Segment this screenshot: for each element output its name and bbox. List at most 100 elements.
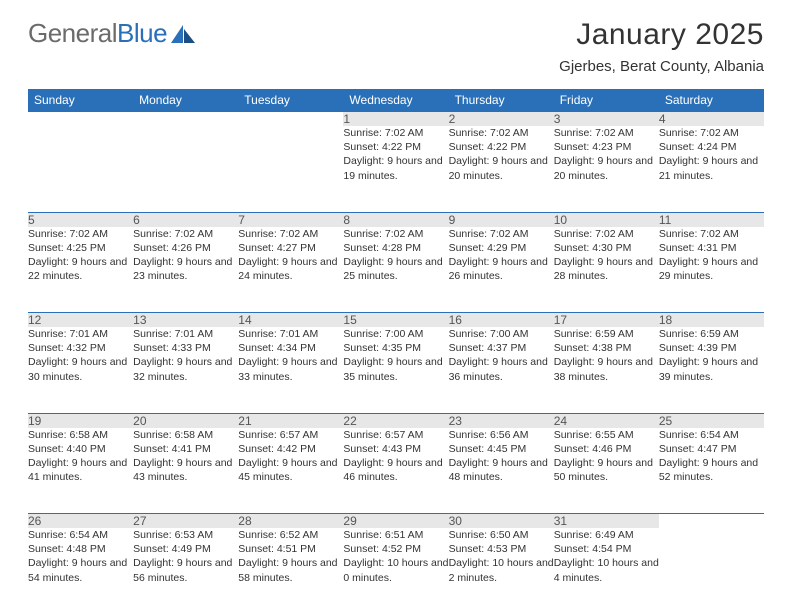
daynum-6: 6	[133, 212, 238, 227]
day-15-data: Sunrise: 7:00 AMSunset: 4:35 PMDaylight:…	[343, 327, 448, 413]
daylight-label: Daylight:	[133, 256, 177, 268]
sunset-value: 4:42 PM	[277, 443, 316, 455]
daynum-16: 16	[449, 313, 554, 328]
day-28-data: Sunrise: 6:52 AMSunset: 4:51 PMDaylight:…	[238, 528, 343, 614]
daynum-20: 20	[133, 413, 238, 428]
sunrise-value: 7:01 AM	[69, 328, 108, 340]
sunset-value: 4:22 PM	[487, 141, 526, 153]
daylight-label: Daylight:	[449, 155, 493, 167]
daynum-11: 11	[659, 212, 764, 227]
sunrise-label: Sunrise:	[133, 328, 174, 340]
sunset-label: Sunset:	[133, 342, 172, 354]
sunset-label: Sunset:	[133, 543, 172, 555]
sunset-label: Sunset:	[133, 242, 172, 254]
day-25-data: Sunrise: 6:54 AMSunset: 4:47 PMDaylight:…	[659, 428, 764, 514]
weekday-friday: Friday	[554, 89, 659, 112]
day-16-data: Sunrise: 7:00 AMSunset: 4:37 PMDaylight:…	[449, 327, 554, 413]
sunrise-label: Sunrise:	[133, 228, 174, 240]
daylight-label: Daylight:	[238, 557, 282, 569]
sunrise-value: 6:59 AM	[700, 328, 739, 340]
sunrise-value: 6:55 AM	[595, 429, 634, 441]
empty-cell	[133, 126, 238, 212]
week-2-daynums: 12131415161718	[28, 313, 764, 328]
daylight-label: Daylight:	[343, 457, 387, 469]
daynum-4: 4	[659, 112, 764, 127]
empty-cell	[659, 528, 764, 614]
sunset-label: Sunset:	[133, 443, 172, 455]
sunrise-label: Sunrise:	[449, 529, 490, 541]
day-2-data: Sunrise: 7:02 AMSunset: 4:22 PMDaylight:…	[449, 126, 554, 212]
daynum-21: 21	[238, 413, 343, 428]
daylight-label: Daylight:	[554, 155, 598, 167]
sunset-value: 4:52 PM	[382, 543, 421, 555]
daynum-14: 14	[238, 313, 343, 328]
empty-cell	[133, 112, 238, 127]
daynum-31: 31	[554, 514, 659, 529]
daylight-label: Daylight:	[343, 256, 387, 268]
sunrise-label: Sunrise:	[449, 127, 490, 139]
sunrise-value: 7:02 AM	[595, 228, 634, 240]
sunrise-value: 6:58 AM	[69, 429, 108, 441]
sunrise-label: Sunrise:	[449, 228, 490, 240]
sunset-label: Sunset:	[449, 342, 488, 354]
sunset-label: Sunset:	[659, 443, 698, 455]
daynum-28: 28	[238, 514, 343, 529]
sunset-value: 4:34 PM	[277, 342, 316, 354]
daylight-label: Daylight:	[133, 457, 177, 469]
sunset-label: Sunset:	[449, 543, 488, 555]
day-30-data: Sunrise: 6:50 AMSunset: 4:53 PMDaylight:…	[449, 528, 554, 614]
sunset-value: 4:29 PM	[487, 242, 526, 254]
sunset-label: Sunset:	[343, 242, 382, 254]
sunrise-label: Sunrise:	[133, 429, 174, 441]
sunrise-value: 7:02 AM	[595, 127, 634, 139]
brand-text: GeneralBlue	[28, 18, 167, 49]
week-2-data: Sunrise: 7:01 AMSunset: 4:32 PMDaylight:…	[28, 327, 764, 413]
sunset-value: 4:28 PM	[382, 242, 421, 254]
day-8-data: Sunrise: 7:02 AMSunset: 4:28 PMDaylight:…	[343, 227, 448, 313]
sunrise-label: Sunrise:	[238, 429, 279, 441]
sunset-value: 4:49 PM	[172, 543, 211, 555]
sunrise-label: Sunrise:	[554, 529, 595, 541]
weekday-monday: Monday	[133, 89, 238, 112]
sunset-value: 4:33 PM	[172, 342, 211, 354]
sunrise-label: Sunrise:	[343, 429, 384, 441]
sunrise-value: 7:02 AM	[490, 127, 529, 139]
daynum-5: 5	[28, 212, 133, 227]
sunset-value: 4:22 PM	[382, 141, 421, 153]
daynum-10: 10	[554, 212, 659, 227]
day-19-data: Sunrise: 6:58 AMSunset: 4:40 PMDaylight:…	[28, 428, 133, 514]
sunrise-value: 6:50 AM	[490, 529, 529, 541]
sunrise-label: Sunrise:	[449, 429, 490, 441]
sunrise-label: Sunrise:	[449, 328, 490, 340]
sunrise-label: Sunrise:	[238, 228, 279, 240]
day-21-data: Sunrise: 6:57 AMSunset: 4:42 PMDaylight:…	[238, 428, 343, 514]
daylight-label: Daylight:	[28, 557, 72, 569]
sunrise-value: 7:02 AM	[69, 228, 108, 240]
sunset-value: 4:45 PM	[487, 443, 526, 455]
daylight-label: Daylight:	[28, 356, 72, 368]
daynum-3: 3	[554, 112, 659, 127]
sunset-value: 4:37 PM	[487, 342, 526, 354]
daynum-27: 27	[133, 514, 238, 529]
day-10-data: Sunrise: 7:02 AMSunset: 4:30 PMDaylight:…	[554, 227, 659, 313]
week-3-daynums: 19202122232425	[28, 413, 764, 428]
daynum-24: 24	[554, 413, 659, 428]
sunrise-value: 7:02 AM	[385, 228, 424, 240]
sunrise-value: 7:02 AM	[280, 228, 319, 240]
sunrise-value: 6:59 AM	[595, 328, 634, 340]
day-17-data: Sunrise: 6:59 AMSunset: 4:38 PMDaylight:…	[554, 327, 659, 413]
daylight-label: Daylight:	[449, 356, 493, 368]
sunset-label: Sunset:	[659, 242, 698, 254]
sunrise-value: 6:51 AM	[385, 529, 424, 541]
sunrise-value: 6:57 AM	[280, 429, 319, 441]
sunset-label: Sunset:	[28, 342, 67, 354]
sunset-label: Sunset:	[238, 342, 277, 354]
month-title: January 2025	[559, 18, 764, 52]
sunrise-value: 7:02 AM	[385, 127, 424, 139]
sunrise-value: 6:54 AM	[700, 429, 739, 441]
daylight-label: Daylight:	[554, 256, 598, 268]
daynum-23: 23	[449, 413, 554, 428]
sunrise-label: Sunrise:	[28, 529, 69, 541]
sunset-value: 4:51 PM	[277, 543, 316, 555]
day-26-data: Sunrise: 6:54 AMSunset: 4:48 PMDaylight:…	[28, 528, 133, 614]
